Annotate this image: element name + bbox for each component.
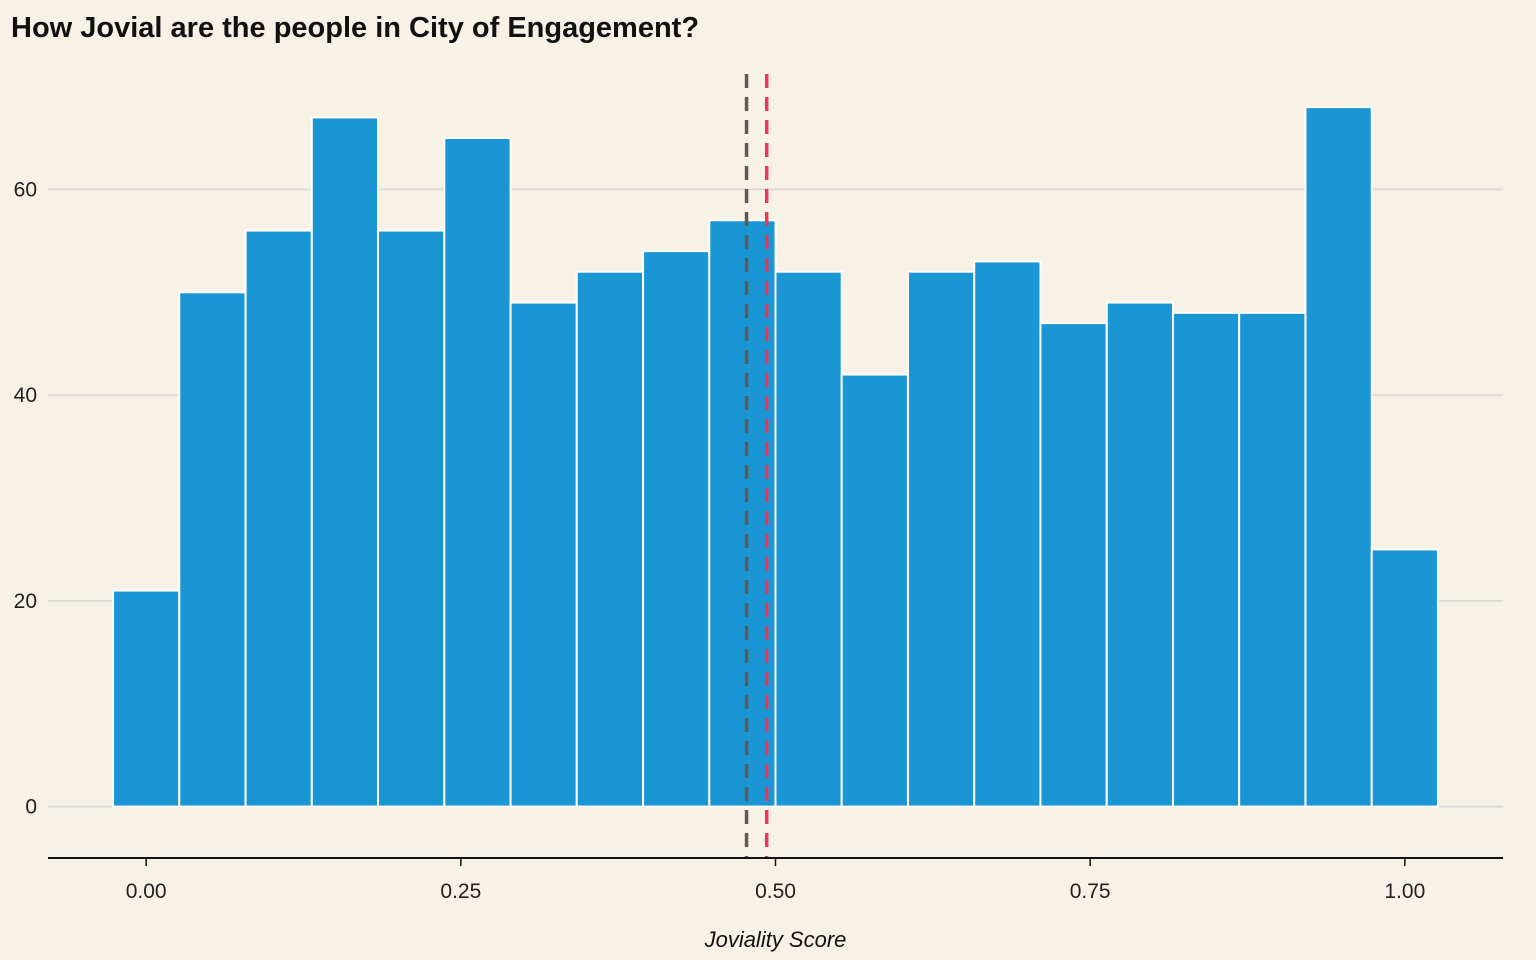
- histogram-bar: [509, 301, 578, 808]
- histogram-bar: [376, 229, 446, 808]
- histogram-bar: [1238, 311, 1307, 808]
- histogram-bar: [112, 589, 181, 808]
- histogram-bar: [1304, 106, 1373, 808]
- y-tick-label: 0: [25, 796, 37, 819]
- x-tick-label: 0.50: [755, 880, 796, 903]
- histogram-bar: [310, 116, 380, 808]
- histogram-bar: [1105, 301, 1175, 808]
- histogram-bar: [708, 219, 777, 808]
- histogram-bar: [907, 270, 976, 808]
- histogram-bar: [443, 137, 512, 808]
- histogram-bar: [178, 291, 247, 808]
- histogram-bar: [973, 260, 1042, 808]
- histogram-bar: [1370, 548, 1439, 808]
- x-tick-label: 0.00: [126, 880, 167, 903]
- x-tick-label: 0.75: [1070, 880, 1111, 903]
- chart-title: How Jovial are the people in City of Eng…: [11, 12, 700, 44]
- histogram-bar: [774, 270, 843, 808]
- y-tick-label: 40: [14, 384, 37, 407]
- histogram-bar: [1039, 322, 1108, 808]
- x-axis-title: Joviality Score: [704, 927, 847, 952]
- y-tick-label: 20: [14, 590, 37, 613]
- y-tick-label: 60: [14, 178, 37, 201]
- histogram-bar: [244, 229, 313, 808]
- histogram-bar: [575, 270, 644, 808]
- histogram-bar: [1171, 311, 1241, 808]
- histogram-bar: [642, 250, 711, 808]
- x-tick-label: 1.00: [1384, 880, 1425, 903]
- histogram-bar: [840, 373, 909, 808]
- x-tick-label: 0.25: [440, 880, 481, 903]
